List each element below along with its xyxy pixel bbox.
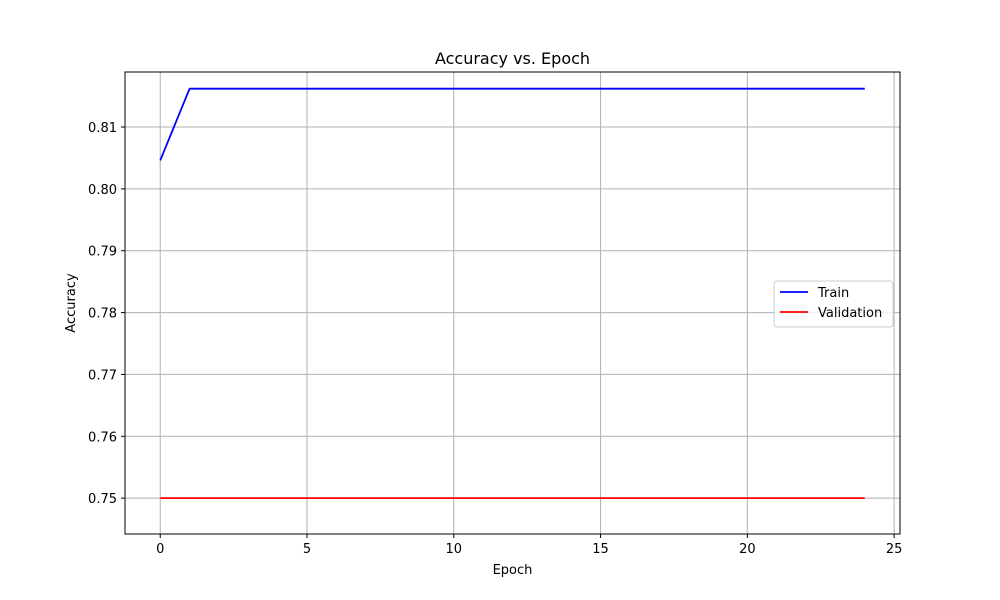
x-axis-label: Epoch xyxy=(493,563,533,578)
legend: Train Validation xyxy=(773,280,894,328)
x-tick-label: 5 xyxy=(303,542,311,557)
y-tick-label: 0.76 xyxy=(88,430,117,445)
plot-lines xyxy=(159,87,865,500)
x-tick-label: 10 xyxy=(446,542,463,557)
grid-lines xyxy=(125,72,900,534)
y-axis-ticks: 0.75 0.76 0.77 0.78 0.79 0.80 0.81 xyxy=(88,121,125,507)
y-tick-label: 0.79 xyxy=(88,245,117,260)
y-axis-label: Accuracy xyxy=(64,273,79,333)
x-axis-ticks: 0 5 10 15 20 25 xyxy=(156,534,902,557)
x-tick-label: 0 xyxy=(156,542,164,557)
x-tick-label: 15 xyxy=(592,542,609,557)
y-tick-label: 0.81 xyxy=(88,121,117,136)
x-tick-label: 20 xyxy=(739,542,756,557)
y-tick-label: 0.77 xyxy=(88,368,117,383)
legend-label-validation: Validation xyxy=(818,306,882,321)
chart-title: Accuracy vs. Epoch xyxy=(435,49,590,68)
y-tick-label: 0.75 xyxy=(88,492,117,507)
legend-label-train: Train xyxy=(817,286,849,301)
y-tick-label: 0.80 xyxy=(88,183,117,198)
plot-frame xyxy=(124,71,901,535)
y-tick-label: 0.78 xyxy=(88,307,117,322)
x-tick-label: 25 xyxy=(886,542,903,557)
series-line-train xyxy=(159,87,865,161)
